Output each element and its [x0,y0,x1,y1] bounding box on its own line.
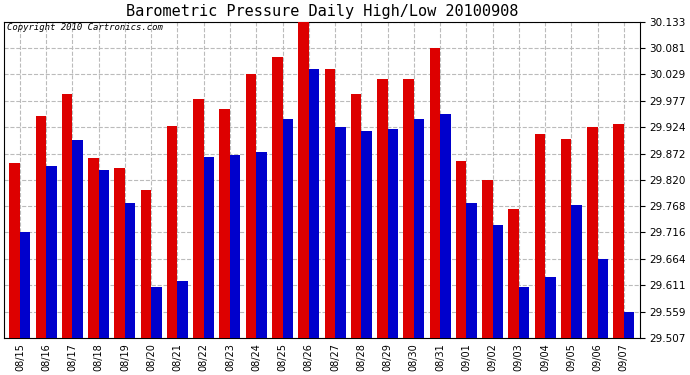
Bar [535,134,545,338]
Bar [72,141,83,338]
Bar [362,131,372,338]
Bar [115,168,125,338]
Text: Copyright 2010 Cartronics.com: Copyright 2010 Cartronics.com [8,23,164,32]
Bar [88,158,99,338]
Bar [624,312,634,338]
Bar [20,232,30,338]
Bar [99,170,109,338]
Bar [377,79,388,338]
Bar [193,99,204,338]
Bar [204,157,214,338]
Bar [509,209,519,338]
Bar [403,79,414,338]
Bar [324,69,335,338]
Bar [177,281,188,338]
Bar [335,127,346,338]
Bar [272,57,282,338]
Bar [482,180,493,338]
Bar [246,74,256,338]
Bar [151,288,161,338]
Bar [46,166,57,338]
Bar [493,225,503,338]
Bar [230,154,241,338]
Bar [282,119,293,338]
Bar [36,116,46,338]
Bar [351,94,362,338]
Bar [456,160,466,338]
Bar [388,129,398,338]
Bar [256,152,267,338]
Bar [308,69,319,338]
Bar [141,190,151,338]
Bar [545,278,555,338]
Bar [571,205,582,338]
Bar [519,288,529,338]
Bar [125,202,135,338]
Bar [466,202,477,338]
Bar [219,109,230,338]
Bar [440,114,451,338]
Bar [62,94,72,338]
Bar [10,163,20,338]
Bar [561,140,571,338]
Bar [298,22,308,338]
Bar [598,259,608,338]
Bar [613,124,624,338]
Bar [587,127,598,338]
Bar [414,119,424,338]
Title: Barometric Pressure Daily High/Low 20100908: Barometric Pressure Daily High/Low 20100… [126,4,518,19]
Bar [430,48,440,338]
Bar [167,126,177,338]
